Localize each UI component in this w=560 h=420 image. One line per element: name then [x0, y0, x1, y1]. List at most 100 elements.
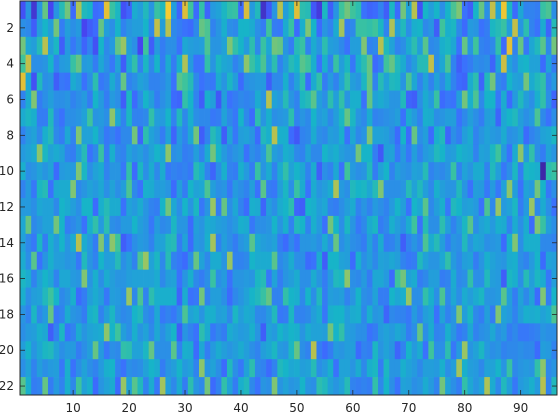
- heatmap-cell: [310, 198, 317, 217]
- heatmap-cell: [20, 287, 26, 306]
- heatmap-cell: [232, 162, 239, 181]
- heatmap-cell: [70, 90, 77, 109]
- heatmap-cell: [350, 359, 356, 378]
- heatmap-cell: [501, 269, 508, 288]
- heatmap-cell: [243, 162, 250, 181]
- heatmap-cell: [344, 215, 351, 235]
- heatmap-cell: [215, 18, 222, 38]
- heatmap-cell: [59, 269, 66, 288]
- heatmap-cell: [473, 36, 480, 56]
- heatmap-cell: [529, 90, 535, 109]
- heatmap-cell: [176, 377, 183, 396]
- heatmap-cell: [361, 251, 368, 270]
- heatmap-cell: [176, 215, 183, 235]
- heatmap-cell: [81, 198, 88, 217]
- heatmap-cell: [461, 377, 468, 396]
- heatmap-cell: [422, 323, 429, 342]
- heatmap-cell: [310, 233, 317, 253]
- heatmap-cell: [249, 341, 256, 360]
- heatmap-cell: [456, 269, 463, 288]
- heatmap-cell: [226, 54, 233, 73]
- heatmap-cell: [333, 341, 340, 360]
- heatmap-cell: [266, 36, 273, 56]
- heatmap-cell: [64, 162, 71, 181]
- heatmap-cell: [243, 1, 250, 20]
- heatmap-cell: [378, 377, 384, 396]
- heatmap-cell: [182, 126, 189, 145]
- heatmap-cell: [221, 198, 228, 217]
- heatmap-cell: [333, 1, 340, 20]
- heatmap-cell: [545, 108, 552, 127]
- heatmap-cell: [115, 215, 122, 235]
- heatmap-cell: [199, 341, 205, 360]
- heatmap-cell: [131, 341, 138, 360]
- heatmap-cell: [159, 287, 166, 306]
- heatmap-cell: [495, 126, 502, 145]
- heatmap-cell: [484, 18, 491, 38]
- heatmap-cell: [534, 215, 541, 235]
- heatmap-cell: [109, 1, 116, 20]
- heatmap-cell: [366, 198, 373, 217]
- heatmap-cell: [361, 108, 368, 127]
- heatmap-cell: [238, 215, 245, 235]
- heatmap-cell: [394, 72, 401, 91]
- heatmap-cell: [115, 36, 122, 56]
- heatmap-cell: [473, 1, 480, 20]
- heatmap-cell: [103, 54, 110, 73]
- heatmap-cell: [394, 90, 401, 109]
- heatmap-cell: [193, 1, 200, 20]
- heatmap-cell: [310, 162, 317, 181]
- heatmap-cell: [243, 341, 250, 360]
- heatmap-cell: [517, 323, 524, 342]
- heatmap-cell: [182, 377, 189, 396]
- heatmap-cell: [529, 126, 535, 145]
- heatmap-cell: [87, 90, 94, 109]
- heatmap-cell: [489, 287, 496, 306]
- heatmap-cell: [182, 36, 189, 56]
- heatmap-cell: [266, 377, 273, 396]
- heatmap-cell: [266, 341, 273, 360]
- heatmap-cell: [131, 323, 138, 342]
- heatmap-cell: [310, 287, 317, 306]
- heatmap-cell: [81, 377, 88, 396]
- heatmap-cell: [109, 215, 116, 235]
- heatmap-cell: [193, 108, 200, 127]
- heatmap-cell: [389, 54, 396, 73]
- heatmap-cell: [417, 198, 424, 217]
- heatmap-cell: [215, 54, 222, 73]
- heatmap-cell: [372, 341, 379, 360]
- heatmap-cell: [176, 251, 183, 270]
- heatmap-cell: [461, 72, 468, 91]
- heatmap-cell: [473, 251, 480, 270]
- heatmap-cell: [501, 162, 508, 181]
- heatmap-cell: [148, 305, 155, 324]
- heatmap-cell: [366, 1, 373, 20]
- heatmap-cell: [165, 54, 172, 73]
- heatmap-cell: [87, 287, 94, 306]
- heatmap-cell: [383, 287, 390, 306]
- heatmap-cell: [31, 36, 38, 56]
- heatmap-cell: [355, 377, 362, 396]
- heatmap-cell: [53, 18, 60, 38]
- heatmap-cell: [277, 305, 284, 324]
- heatmap-cell: [484, 126, 491, 145]
- heatmap-cell: [115, 198, 122, 217]
- heatmap-cell: [204, 36, 211, 56]
- heatmap-cell: [316, 269, 323, 288]
- heatmap-cell: [433, 323, 440, 342]
- heatmap-cell: [478, 54, 485, 73]
- heatmap-cell: [551, 72, 558, 91]
- heatmap-cell: [529, 287, 535, 306]
- heatmap-cell: [361, 359, 368, 378]
- heatmap-cell: [517, 215, 524, 235]
- heatmap-cell: [176, 359, 183, 378]
- heatmap-cell: [176, 144, 183, 163]
- heatmap-cell: [372, 72, 379, 91]
- heatmap-cell: [182, 108, 189, 127]
- heatmap-cell: [249, 162, 256, 181]
- heatmap-cell: [506, 269, 513, 288]
- heatmap-cell: [81, 1, 88, 20]
- heatmap-cell: [75, 72, 82, 91]
- heatmap-cell: [366, 180, 373, 199]
